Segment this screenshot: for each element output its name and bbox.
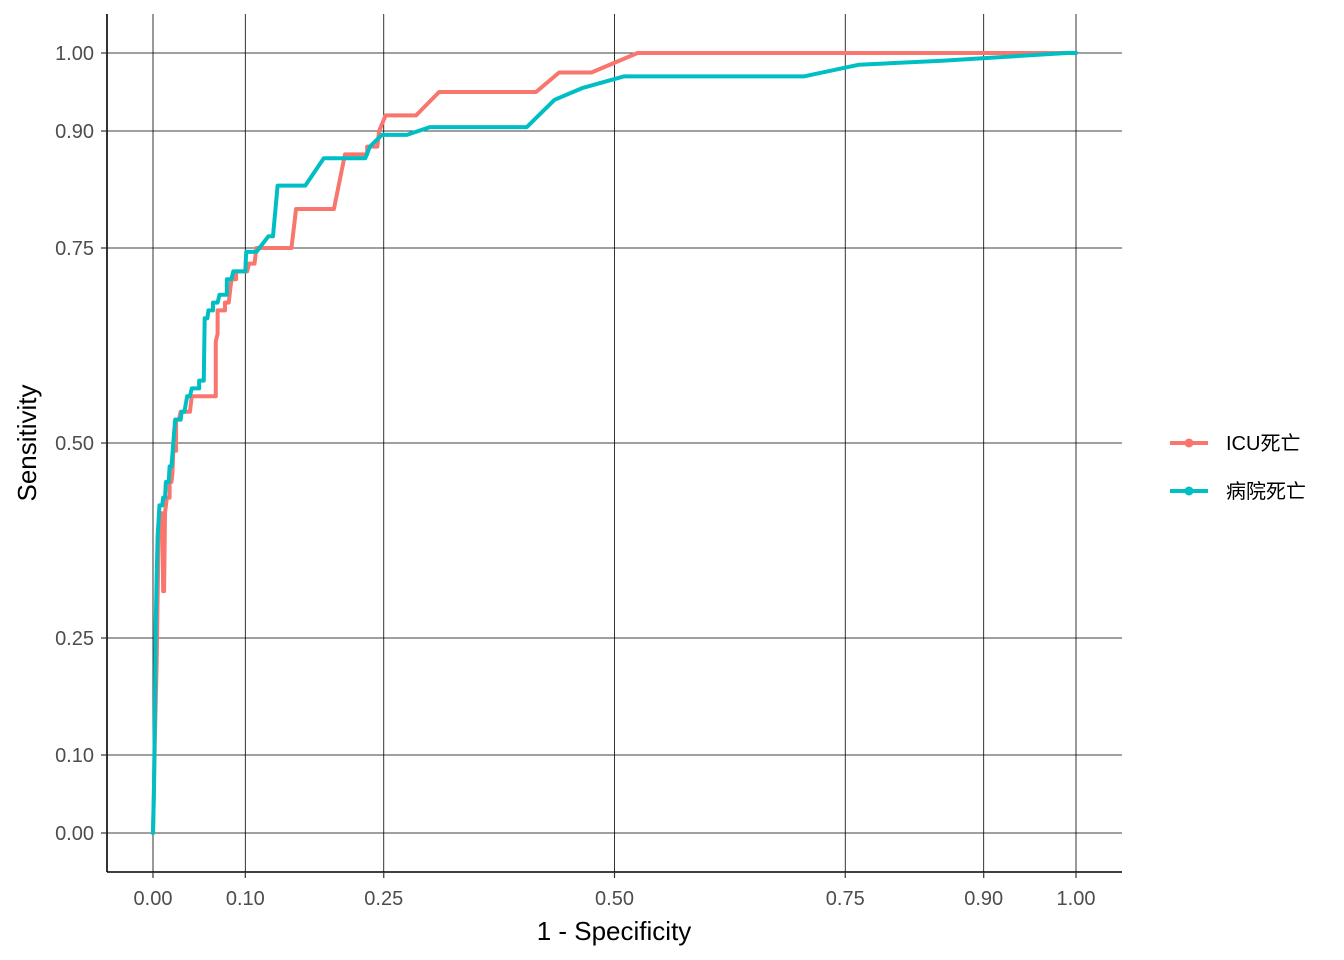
- y-tick-label: 0.10: [55, 745, 94, 767]
- y-axis-title: Sensitivity: [12, 384, 42, 501]
- series-layer: [151, 51, 1078, 835]
- x-ticks: 0.00 0.10 0.25 0.50 0.75 0.90 1.00: [134, 872, 1096, 910]
- x-tick-label: 0.75: [826, 888, 865, 910]
- y-tick-label: 1.00: [55, 43, 94, 65]
- legend-item: ICU死亡: [1170, 432, 1300, 455]
- x-tick-label: 0.25: [364, 888, 403, 910]
- x-tick-label: 0.90: [964, 888, 1003, 910]
- x-tick-label: 0.10: [226, 888, 265, 910]
- y-tick-label: 0.25: [55, 628, 94, 650]
- x-axis-title: 1 - Specificity: [537, 916, 692, 946]
- legend-label: ICU死亡: [1226, 432, 1300, 455]
- legend-key-dot: [1184, 438, 1194, 448]
- x-tick-label: 0.00: [134, 888, 173, 910]
- y-ticks: 0.00 0.10 0.25 0.50 0.75 0.90 1.00: [55, 43, 107, 845]
- x-tick-label: 1.00: [1057, 888, 1096, 910]
- series-line-2: [151, 51, 1078, 835]
- y-tick-label: 0.00: [55, 823, 94, 845]
- y-tick-label: 0.75: [55, 238, 94, 260]
- legend-label: 病院死亡: [1226, 480, 1306, 503]
- x-tick-label: 0.50: [595, 888, 634, 910]
- legend-key-dot: [1184, 486, 1194, 496]
- y-tick-label: 0.90: [55, 121, 94, 143]
- series-line-1: [151, 51, 1078, 835]
- y-tick-label: 0.50: [55, 433, 94, 455]
- legend-item: 病院死亡: [1170, 480, 1306, 503]
- grid: [107, 14, 1122, 872]
